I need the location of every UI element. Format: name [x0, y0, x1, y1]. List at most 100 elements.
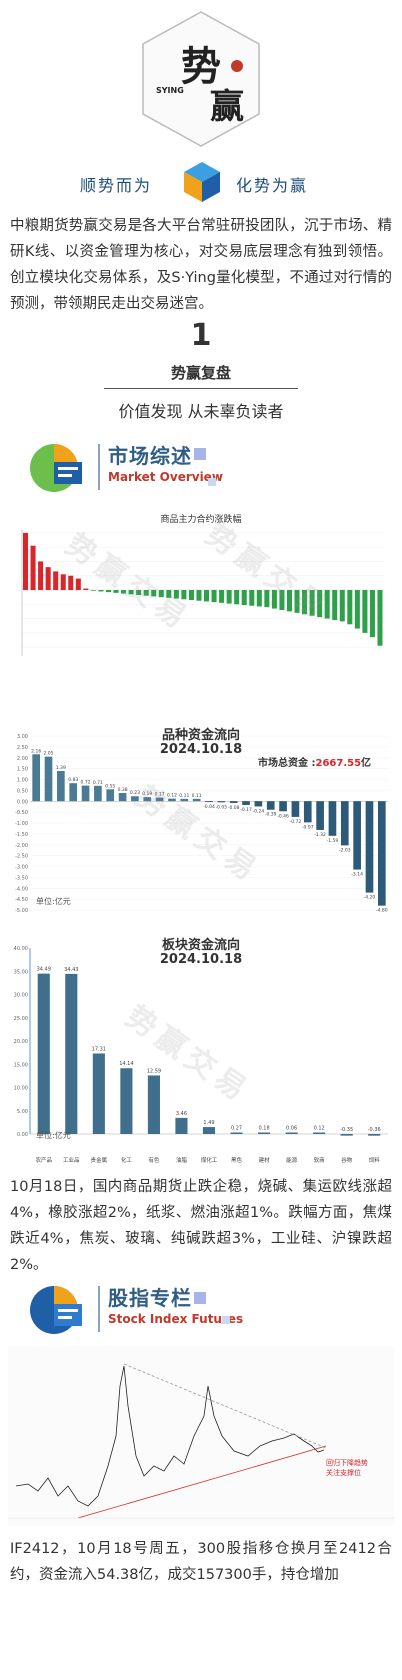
chart3-title: 板块资金流向 — [161, 938, 240, 953]
decor-square — [222, 1316, 230, 1324]
bar — [234, 590, 240, 605]
category-label: 软商 — [314, 1156, 326, 1164]
bar — [175, 1117, 188, 1134]
index-line-chart: 回归下降趋势 关注支撑位 — [8, 1346, 394, 1526]
pie-chart-icon — [30, 444, 82, 492]
bar — [75, 578, 81, 590]
y-tick-label: 2.00 — [17, 756, 28, 762]
chart1-plot — [21, 530, 384, 656]
bar — [168, 798, 176, 802]
data-label: 34.49 — [37, 967, 51, 973]
bar — [264, 590, 270, 608]
bar — [309, 590, 315, 616]
bar — [69, 783, 78, 802]
bar — [32, 754, 40, 802]
sector-fund-flow-chart: 板块资金流向 2024.10.18 40.00 35.00 30.00 25.00 20… — [8, 930, 394, 1166]
bar — [98, 590, 104, 592]
bar — [118, 792, 127, 802]
category-label: 化工 — [121, 1156, 133, 1164]
bar — [354, 590, 360, 629]
bar — [147, 1075, 160, 1134]
y-tick-label: -3.00 — [15, 865, 28, 871]
section-divider — [104, 388, 298, 389]
bar — [38, 561, 44, 590]
bar — [241, 590, 247, 605]
data-label: 2.05 — [44, 751, 54, 757]
bar — [219, 590, 225, 603]
bar — [136, 590, 142, 595]
section-subtitle: 价值发现 从未辜负读者 — [118, 402, 284, 421]
bar — [285, 1132, 298, 1134]
bar — [365, 801, 374, 893]
data-label: -0.05 — [216, 804, 228, 810]
bar — [90, 590, 96, 591]
bar — [131, 796, 139, 802]
section-number: 1 — [190, 318, 212, 353]
bar — [143, 590, 149, 596]
y-tick-label: 30.00 — [14, 993, 28, 999]
svg-text:势: 势 — [181, 44, 221, 90]
bar — [30, 545, 36, 590]
market-overview-header: 市场综述 Market Overview — [28, 438, 388, 498]
bar — [229, 801, 238, 803]
data-label: 0.19 — [142, 791, 152, 797]
chart2-title: 品种资金流向 — [161, 728, 240, 743]
decor-square — [194, 448, 206, 460]
bar — [180, 798, 189, 802]
y-tick-label: 5.00 — [17, 1109, 28, 1115]
slogan-bar: 顺势而为 化势为赢 — [0, 160, 402, 204]
slogan-right: 化势为赢 — [236, 176, 309, 195]
bar — [105, 590, 111, 593]
index-summary-text: IF2412，10月18号周五，300股指移仓换月至2412合约，资金流入54.… — [10, 1541, 392, 1583]
support-line — [77, 1445, 327, 1519]
resistance-line — [123, 1363, 327, 1449]
category-label: 黑色 — [231, 1156, 243, 1164]
stock-index-subtitle: Stock Index Futures — [108, 1312, 244, 1326]
data-label: -0.36 — [368, 1127, 381, 1133]
data-label: -0.24 — [253, 808, 265, 814]
bar — [83, 588, 89, 590]
y-tick-label: 3.00 — [17, 734, 28, 740]
y-tick-label: 1.50 — [17, 767, 28, 773]
data-label: 0.17 — [155, 792, 165, 798]
data-label: 0.55 — [105, 783, 115, 789]
category-label: 煤化工 — [201, 1156, 218, 1164]
y-tick-label: -4.50 — [15, 897, 28, 903]
bar — [181, 590, 187, 600]
bar — [60, 574, 66, 590]
data-label: 0.83 — [68, 777, 78, 783]
data-label: 1.49 — [203, 1120, 214, 1126]
price-change-chart: 商品主力合约涨跌幅 势赢交易 势赢交易 — [8, 508, 394, 688]
bar — [254, 801, 263, 807]
logo-text: SYING — [156, 86, 184, 95]
data-label: -0.72 — [290, 819, 302, 825]
total-fund-unit: 亿 — [361, 758, 372, 769]
bar — [291, 801, 300, 817]
category-label: 饲料 — [369, 1156, 381, 1164]
bar — [151, 590, 157, 597]
brand-logo: 势 赢 — [139, 10, 263, 148]
bar — [81, 785, 90, 802]
bar — [230, 1132, 243, 1134]
data-label: 1.39 — [56, 765, 66, 771]
data-label: 14.14 — [119, 1061, 133, 1067]
y-tick-label: 25.00 — [14, 1016, 28, 1022]
bar — [362, 590, 368, 633]
bar — [368, 1134, 381, 1136]
bar — [211, 590, 217, 603]
bar — [113, 590, 119, 593]
data-label: 0.12 — [167, 793, 177, 799]
bar — [266, 801, 275, 810]
bar — [196, 590, 202, 601]
decor-square — [208, 478, 216, 486]
data-label: 0.38 — [118, 787, 128, 793]
bar — [94, 785, 102, 802]
y-tick-label: -1.50 — [15, 832, 28, 838]
data-label: -0.08 — [228, 805, 240, 811]
bar — [316, 801, 324, 830]
bar — [37, 973, 50, 1134]
bar — [377, 590, 383, 646]
data-label: 12.59 — [147, 1068, 161, 1074]
bar — [202, 1127, 216, 1134]
bar — [302, 590, 308, 615]
